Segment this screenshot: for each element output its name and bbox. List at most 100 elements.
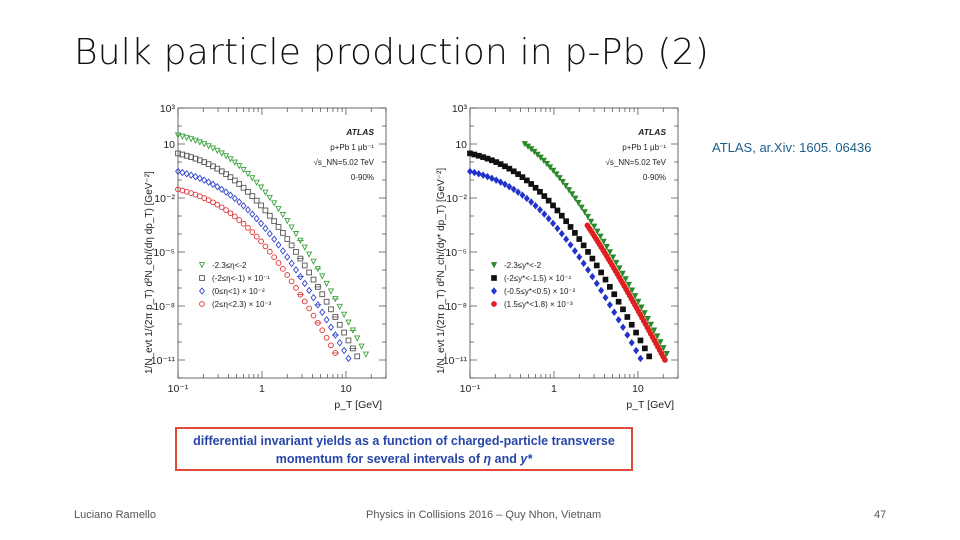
data-point — [336, 321, 343, 328]
legend-label: (2≤η<2.3) × 10⁻³ — [212, 300, 272, 309]
legend: -2.3≤y*<-2 (-2≤y*<-1.5) × 10⁻¹ (-0.5≤y*<0.… — [490, 261, 576, 309]
data-point — [349, 345, 356, 352]
data-point — [619, 270, 626, 278]
data-point — [510, 185, 517, 194]
data-point — [323, 298, 330, 305]
data-point — [179, 168, 186, 177]
data-point — [271, 254, 278, 261]
data-point — [175, 167, 181, 176]
data-point — [624, 331, 631, 339]
data-point — [315, 284, 321, 290]
data-point — [657, 339, 664, 346]
data-point — [218, 150, 225, 157]
data-point — [209, 145, 217, 152]
data-point — [174, 132, 182, 139]
data-point — [205, 178, 212, 186]
caption-eta: η — [483, 452, 492, 466]
data-point — [310, 258, 317, 266]
data-point — [306, 305, 312, 312]
data-point — [541, 210, 548, 218]
data-point — [593, 262, 600, 269]
legend-label: (-2≤η<-1) × 10⁻¹ — [212, 274, 270, 283]
data-point — [323, 334, 330, 341]
data-point — [506, 182, 513, 191]
data-point — [523, 194, 530, 203]
data-point — [537, 154, 544, 161]
y-axis-label: 1/N_evt 1/(2π p_T) d²N_ch/(dη dp_T) [GeV… — [144, 171, 155, 374]
data-point — [293, 266, 299, 274]
data-point — [541, 193, 548, 199]
data-point — [519, 174, 526, 181]
data-point — [593, 279, 600, 288]
data-point — [662, 357, 668, 363]
data-point — [231, 177, 238, 184]
data-point — [519, 191, 526, 199]
data-point — [231, 159, 238, 166]
data-point — [563, 218, 570, 225]
data-point — [332, 331, 339, 339]
plot-frame — [177, 107, 387, 379]
data-point — [632, 293, 639, 300]
data-point — [262, 224, 269, 233]
data-point — [628, 339, 635, 347]
data-point — [563, 235, 570, 243]
data-point — [196, 174, 203, 183]
data-point — [183, 134, 190, 142]
data-point — [628, 321, 635, 328]
data-point — [249, 193, 256, 199]
data-point — [253, 233, 260, 240]
data-point — [288, 259, 295, 268]
series-1 — [467, 150, 653, 360]
y-tick-label: 10⁻⁸ — [445, 301, 467, 313]
legend-marker — [491, 287, 497, 295]
legend-marker — [491, 275, 497, 281]
data-point — [341, 346, 348, 355]
data-point — [319, 327, 326, 334]
data-point — [501, 180, 508, 189]
data-point — [628, 287, 636, 294]
data-point — [231, 194, 238, 203]
data-point — [637, 337, 644, 344]
data-point — [266, 248, 273, 255]
data-point — [591, 223, 598, 230]
legend-marker — [491, 301, 497, 307]
annotation-experiment: ATLAS — [345, 127, 374, 137]
caption-line-2: momentum for several intervals of η and … — [177, 450, 631, 468]
legend-label: (-2≤y*<-1.5) × 10⁻¹ — [504, 274, 572, 283]
data-point — [240, 220, 247, 227]
data-point — [223, 171, 229, 177]
data-point — [201, 176, 208, 184]
x-tick-label: 10 — [340, 383, 352, 395]
data-point — [572, 195, 579, 202]
data-point — [572, 230, 578, 236]
data-point — [602, 293, 609, 302]
data-point — [236, 163, 243, 170]
data-point — [644, 315, 651, 323]
y-tick-label: 10 — [455, 139, 467, 151]
data-point — [589, 255, 596, 262]
data-point — [288, 278, 295, 285]
data-point — [587, 218, 595, 225]
data-point — [205, 197, 212, 203]
data-point — [597, 233, 604, 240]
data-point — [620, 306, 626, 313]
series-0 — [174, 132, 370, 358]
data-point — [275, 224, 282, 230]
data-point — [569, 191, 576, 198]
data-point — [310, 293, 317, 302]
data-point — [218, 185, 225, 194]
annotation-energy: √s_NN=5.02 TeV — [314, 158, 375, 167]
data-point — [288, 242, 295, 249]
data-point — [594, 228, 601, 235]
data-point — [581, 209, 588, 216]
data-point — [210, 199, 216, 206]
data-point — [214, 147, 221, 155]
data-point — [319, 291, 326, 298]
legend: -2.3≤η<-2 (-2≤η<-1) × 10⁻¹ (0≤η<1) × 10⁻² (… — [198, 261, 272, 309]
data-point — [576, 236, 583, 242]
data-point — [493, 176, 500, 184]
data-point — [550, 202, 556, 209]
data-point — [589, 272, 596, 281]
data-point — [292, 231, 300, 238]
data-point — [271, 235, 278, 243]
